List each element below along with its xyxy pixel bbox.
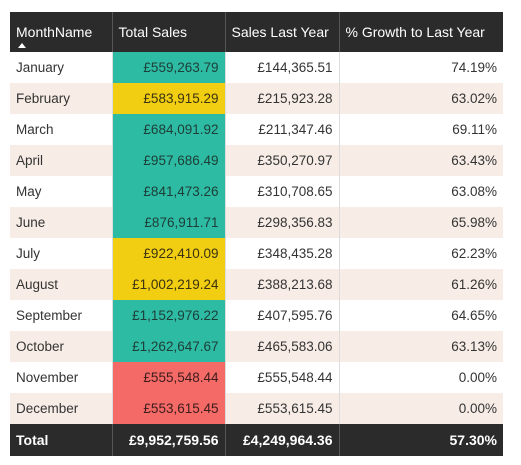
header-sales-last-year[interactable]: Sales Last Year [225, 12, 340, 52]
month-cell: November [10, 362, 113, 393]
sales-last-year-cell: £211,347.46 [225, 114, 340, 145]
total-sales-last-year-value: £4,249,964.36 [225, 424, 340, 456]
sales-last-year-cell: £298,356.83 [225, 207, 340, 238]
total-sales-cell: £876,911.71 [112, 207, 226, 238]
month-cell: September [10, 300, 113, 331]
growth-cell: 69.11% [339, 114, 503, 145]
growth-cell: 61.26% [339, 269, 503, 300]
sales-last-year-cell: £465,583.06 [225, 331, 340, 362]
total-sales-cell: £841,473.26 [112, 176, 226, 207]
growth-cell: 65.98% [339, 207, 503, 238]
month-cell: December [10, 393, 113, 424]
table-row[interactable]: December £553,615.45 £553,615.45 0.00% [10, 393, 503, 424]
growth-cell: 0.00% [339, 393, 503, 424]
growth-cell: 63.02% [339, 83, 503, 114]
header-growth[interactable]: % Growth to Last Year [339, 12, 503, 52]
month-cell: August [10, 269, 113, 300]
table-row[interactable]: October £1,262,647.67 £465,583.06 63.13% [10, 331, 503, 362]
growth-cell: 63.08% [339, 176, 503, 207]
header-month-label: MonthName [16, 24, 93, 40]
total-sales-cell: £1,262,647.67 [112, 331, 226, 362]
growth-cell: 74.19% [339, 52, 503, 83]
table-row[interactable]: February £583,915.29 £215,923.28 63.02% [10, 83, 503, 114]
month-cell: April [10, 145, 113, 176]
total-sales-cell: £684,091.92 [112, 114, 226, 145]
growth-cell: 64.65% [339, 300, 503, 331]
sales-last-year-cell: £348,435.28 [225, 238, 340, 269]
table-row[interactable]: June £876,911.71 £298,356.83 65.98% [10, 207, 503, 238]
total-sales-value: £9,952,759.56 [112, 424, 226, 456]
table-row[interactable]: July £922,410.09 £348,435.28 62.23% [10, 238, 503, 269]
total-sales-cell: £1,002,219.24 [112, 269, 226, 300]
sales-last-year-cell: £350,270.97 [225, 145, 340, 176]
table-row[interactable]: May £841,473.26 £310,708.65 63.08% [10, 176, 503, 207]
total-sales-cell: £1,152,976.22 [112, 300, 226, 331]
growth-cell: 62.23% [339, 238, 503, 269]
month-cell: February [10, 83, 113, 114]
header-sales-last-year-label: Sales Last Year [231, 24, 329, 40]
total-sales-cell: £583,915.29 [112, 83, 226, 114]
total-sales-cell: £559,263.79 [112, 52, 226, 83]
table-row[interactable]: September £1,152,976.22 £407,595.76 64.65% [10, 300, 503, 331]
sales-table-visual: MonthName Total Sales Sales Last Year % … [10, 12, 503, 456]
total-growth-value: 57.30% [339, 424, 503, 456]
table-body: January £559,263.79 £144,365.51 74.19% Febru… [10, 52, 503, 424]
total-sales-cell: £555,548.44 [112, 362, 226, 393]
sales-last-year-cell: £215,923.28 [225, 83, 340, 114]
month-cell: January [10, 52, 113, 83]
header-growth-label: % Growth to Last Year [345, 24, 485, 40]
table-row[interactable]: January £559,263.79 £144,365.51 74.19% [10, 52, 503, 83]
month-cell: June [10, 207, 113, 238]
total-sales-cell: £553,615.45 [112, 393, 226, 424]
growth-cell: 63.43% [339, 145, 503, 176]
sales-last-year-cell: £555,548.44 [225, 362, 340, 393]
month-cell: July [10, 238, 113, 269]
sales-last-year-cell: £553,615.45 [225, 393, 340, 424]
header-total-sales-label: Total Sales [118, 24, 187, 40]
total-label: Total [10, 424, 113, 456]
month-cell: March [10, 114, 113, 145]
sort-up-icon [18, 43, 26, 48]
month-cell: October [10, 331, 113, 362]
total-sales-cell: £957,686.49 [112, 145, 226, 176]
sales-last-year-cell: £144,365.51 [225, 52, 340, 83]
header-month[interactable]: MonthName [10, 12, 113, 52]
table-row[interactable]: March £684,091.92 £211,347.46 69.11% [10, 114, 503, 145]
table-row[interactable]: April £957,686.49 £350,270.97 63.43% [10, 145, 503, 176]
sales-last-year-cell: £407,595.76 [225, 300, 340, 331]
growth-cell: 63.13% [339, 331, 503, 362]
growth-cell: 0.00% [339, 362, 503, 393]
sales-last-year-cell: £388,213.68 [225, 269, 340, 300]
sales-last-year-cell: £310,708.65 [225, 176, 340, 207]
table-row[interactable]: August £1,002,219.24 £388,213.68 61.26% [10, 269, 503, 300]
month-cell: May [10, 176, 113, 207]
header-total-sales[interactable]: Total Sales [112, 12, 226, 52]
sales-table: MonthName Total Sales Sales Last Year % … [10, 12, 503, 456]
table-row[interactable]: November £555,548.44 £555,548.44 0.00% [10, 362, 503, 393]
header-row: MonthName Total Sales Sales Last Year % … [10, 12, 503, 52]
total-row: Total £9,952,759.56 £4,249,964.36 57.30% [10, 424, 503, 456]
total-sales-cell: £922,410.09 [112, 238, 226, 269]
